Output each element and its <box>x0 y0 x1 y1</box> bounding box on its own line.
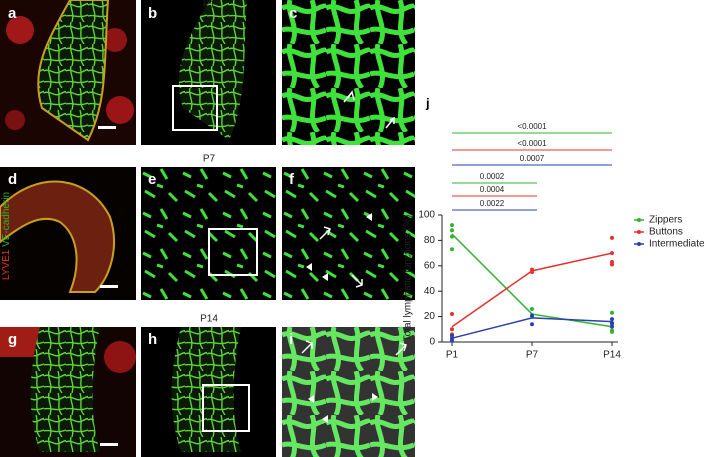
panel-letter: d <box>8 171 17 188</box>
data-point <box>450 312 454 317</box>
data-point <box>610 262 614 267</box>
data-point <box>530 322 534 327</box>
data-point <box>610 317 614 322</box>
panel-letters: a b c d e f g h i <box>8 5 297 348</box>
micrographs <box>0 0 415 457</box>
panel-letter: c <box>289 5 297 22</box>
data-point <box>610 324 614 329</box>
panel-letter: g <box>8 331 17 348</box>
panel-letter: e <box>148 171 156 188</box>
p-value: <0.0001 <box>517 122 547 131</box>
y-tick-label: 40 <box>424 286 436 297</box>
p-value: <0.0001 <box>517 139 547 148</box>
p-value: 0.0002 <box>480 172 505 181</box>
panel-letter: j <box>425 95 430 110</box>
data-point <box>450 327 454 332</box>
y-tick-label: 80 <box>424 235 436 246</box>
p-value: 0.0004 <box>480 185 505 194</box>
data-point <box>610 320 614 325</box>
legend-dot <box>637 230 641 234</box>
series-line <box>451 317 613 339</box>
data-point <box>530 313 534 318</box>
legend-label: Buttons <box>649 227 683 238</box>
data-point <box>610 310 614 315</box>
data-point <box>530 306 534 311</box>
data-point <box>450 228 454 233</box>
y-tick-label: 100 <box>418 210 435 221</box>
y-tick-label: 20 <box>424 311 436 322</box>
data-point <box>450 247 454 252</box>
legend-dot <box>637 218 641 222</box>
x-tick-label: P7 <box>526 350 539 361</box>
data-point <box>450 234 454 239</box>
data-point <box>610 251 614 256</box>
panel-letter: f <box>289 171 295 188</box>
y-tick-label: 60 <box>424 260 436 271</box>
y-tick-label: 0 <box>429 337 435 348</box>
legend-label: Intermediate <box>649 239 705 250</box>
panel-letter: i <box>289 331 293 348</box>
p-value: 0.0007 <box>520 154 545 163</box>
series-line <box>451 233 613 328</box>
stain-label: LYVE1 VE-cadherin <box>1 192 12 280</box>
data-point <box>450 223 454 228</box>
panel-letter: a <box>8 5 17 22</box>
panel-letter: h <box>148 331 157 348</box>
legend-label: Zippers <box>649 215 682 226</box>
time-label: P7 <box>203 154 216 165</box>
data-point <box>450 338 454 343</box>
p-value: 0.0022 <box>480 199 505 208</box>
data-point <box>530 270 534 275</box>
y-axis-label: Total lymphatic junctions (%) <box>403 215 414 342</box>
time-label: P1 <box>203 0 216 11</box>
data-point <box>610 329 614 334</box>
x-tick-label: P14 <box>603 350 621 361</box>
x-tick-label: P1 <box>446 350 459 361</box>
time-label: P14 <box>200 314 218 325</box>
data-point <box>610 235 614 240</box>
stain-red: LYVE1 <box>1 249 12 280</box>
stain-green: VE-cadherin <box>1 192 12 247</box>
panel-letter: b <box>148 5 157 22</box>
legend-dot <box>637 242 641 246</box>
